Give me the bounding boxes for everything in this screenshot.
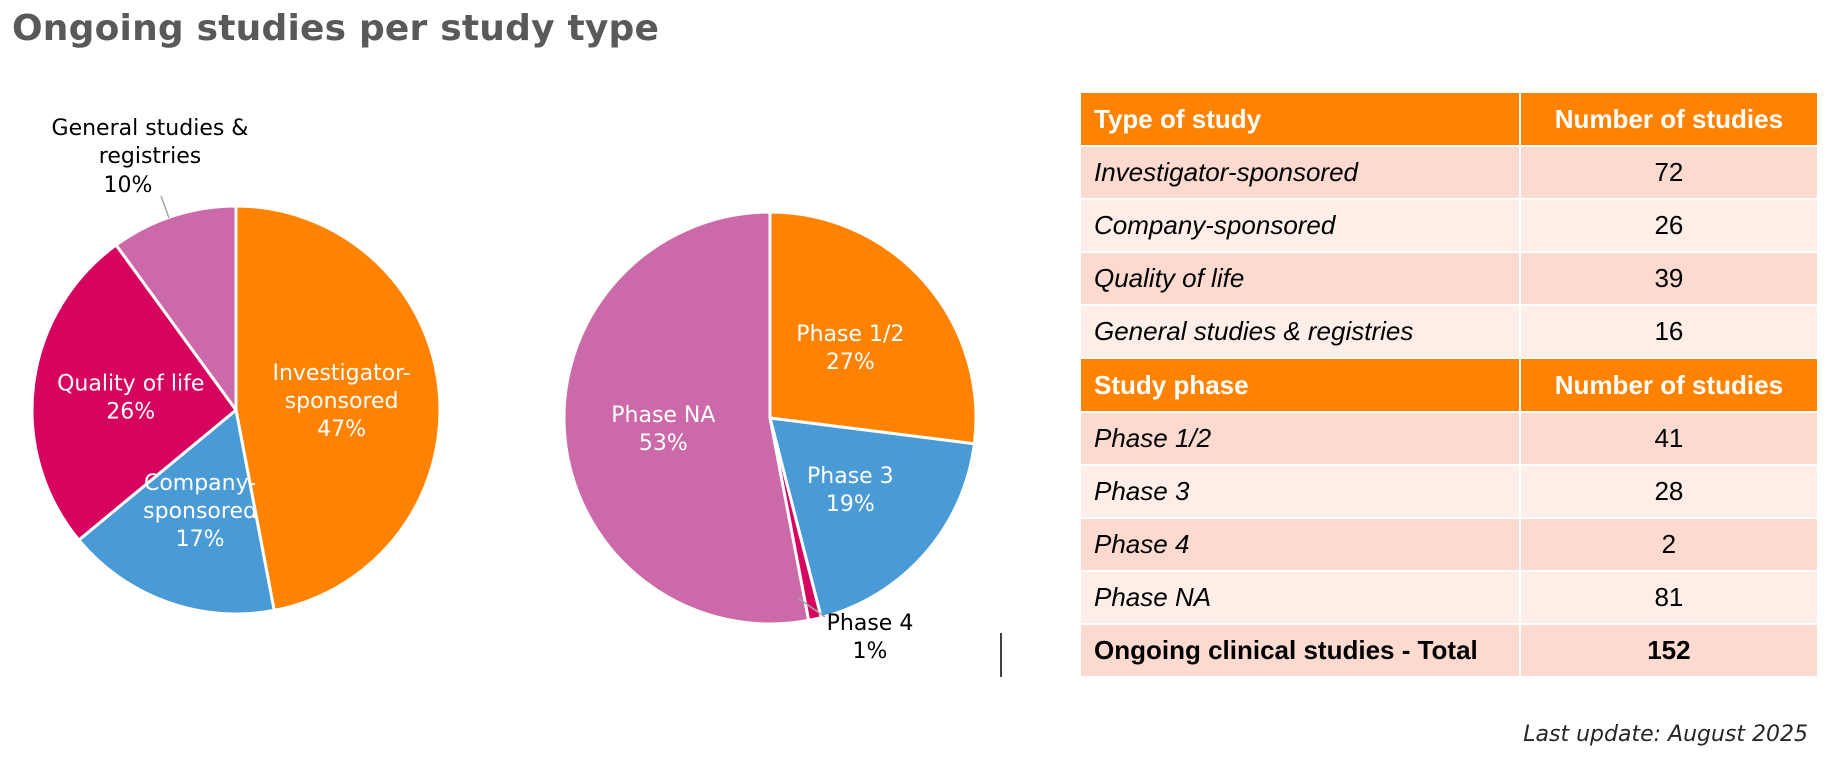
slice-percent-label: 26% bbox=[106, 400, 155, 425]
row-value: 72 bbox=[1518, 145, 1820, 200]
row-label: Company-sponsored bbox=[1079, 198, 1521, 253]
header-cell: Study phase bbox=[1079, 357, 1521, 413]
slice-name-label: registries bbox=[99, 144, 201, 169]
page-title: Ongoing studies per study type bbox=[12, 8, 660, 49]
table-header-phase: Study phase Number of studies bbox=[1079, 357, 1820, 413]
table-row: Phase NA 81 bbox=[1079, 570, 1820, 625]
row-value: 81 bbox=[1518, 570, 1820, 625]
slice-name-label: Company- bbox=[144, 471, 256, 496]
pie-chart-study-phase: Phase 1/2 27% Phase 3 19% Phase 4 1% Phase NA 5… bbox=[562, 210, 978, 664]
header-cell: Number of studies bbox=[1518, 357, 1820, 413]
pie-slice-quality-of-life bbox=[30, 242, 239, 543]
slice-name-label: Phase 1/2 bbox=[796, 322, 904, 347]
slice-name-label: General studies & bbox=[52, 116, 249, 141]
slice-percent-label: 27% bbox=[826, 350, 875, 375]
row-value: 41 bbox=[1518, 411, 1820, 466]
table-row: Phase 1/2 41 bbox=[1079, 411, 1820, 466]
pie-slice-phase-3 bbox=[767, 416, 977, 620]
table-total-row: Ongoing clinical studies - Total 152 bbox=[1079, 623, 1820, 678]
row-label: Phase NA bbox=[1079, 570, 1521, 625]
last-update: Last update: August 2025 bbox=[1523, 722, 1808, 747]
row-label: General studies & registries bbox=[1079, 304, 1521, 359]
slice-name-label: Phase NA bbox=[611, 403, 715, 428]
pie-slice-phase-1-2 bbox=[768, 210, 978, 446]
row-value: 28 bbox=[1518, 464, 1820, 519]
pie-slice-investigator-sponsored bbox=[234, 204, 442, 613]
slice-percent-label: 47% bbox=[317, 417, 366, 442]
table-row: Company-sponsored 26 bbox=[1079, 198, 1820, 253]
row-label: Quality of life bbox=[1079, 251, 1521, 306]
row-value: 39 bbox=[1518, 251, 1820, 306]
slice-name-label: sponsored bbox=[285, 389, 399, 414]
row-label: Phase 3 bbox=[1079, 464, 1521, 519]
table-header-type: Type of study Number of studies bbox=[1079, 91, 1820, 147]
header-cell: Type of study bbox=[1079, 91, 1521, 147]
header-cell: Number of studies bbox=[1518, 91, 1820, 147]
row-label: Phase 4 bbox=[1079, 517, 1521, 572]
slice-name-label: Quality of life bbox=[57, 372, 204, 397]
row-value: 26 bbox=[1518, 198, 1820, 253]
total-value: 152 bbox=[1518, 623, 1820, 678]
leader-line bbox=[797, 597, 826, 618]
row-label: Investigator-sponsored bbox=[1079, 145, 1521, 200]
table-row: Quality of life 39 bbox=[1079, 251, 1820, 306]
table-row: Investigator-sponsored 72 bbox=[1079, 145, 1820, 200]
table-row: Phase 4 2 bbox=[1079, 517, 1820, 572]
slice-name-label: Investigator- bbox=[272, 361, 410, 386]
leader-line bbox=[160, 195, 170, 219]
slice-percent-label: 17% bbox=[176, 527, 225, 552]
pie-slice-company-sponsored bbox=[76, 407, 276, 616]
row-label: Phase 1/2 bbox=[1079, 411, 1521, 466]
slice-percent-label: 1% bbox=[853, 639, 888, 664]
slice-percent-label: 53% bbox=[639, 431, 688, 456]
row-value: 16 bbox=[1518, 304, 1820, 359]
pie-slice-phase-na bbox=[562, 210, 811, 626]
pie-slice-general-studies-registries bbox=[113, 204, 238, 415]
studies-table: Type of study Number of studies Investig… bbox=[1079, 91, 1820, 678]
slice-name-label: sponsored bbox=[143, 499, 257, 524]
slice-name-label: Phase 3 bbox=[807, 464, 894, 489]
slice-percent-label: 10% bbox=[104, 173, 153, 198]
total-label: Ongoing clinical studies - Total bbox=[1079, 623, 1521, 678]
row-value: 2 bbox=[1518, 517, 1820, 572]
divider bbox=[1000, 633, 1002, 677]
table-row: General studies & registries 16 bbox=[1079, 304, 1820, 359]
table-row: Phase 3 28 bbox=[1079, 464, 1820, 519]
slice-name-label: Phase 4 bbox=[827, 611, 914, 636]
pie-chart-study-type: Investigator-sponsored 47% Company-sponsor… bbox=[30, 116, 442, 616]
slice-percent-label: 19% bbox=[826, 492, 875, 517]
